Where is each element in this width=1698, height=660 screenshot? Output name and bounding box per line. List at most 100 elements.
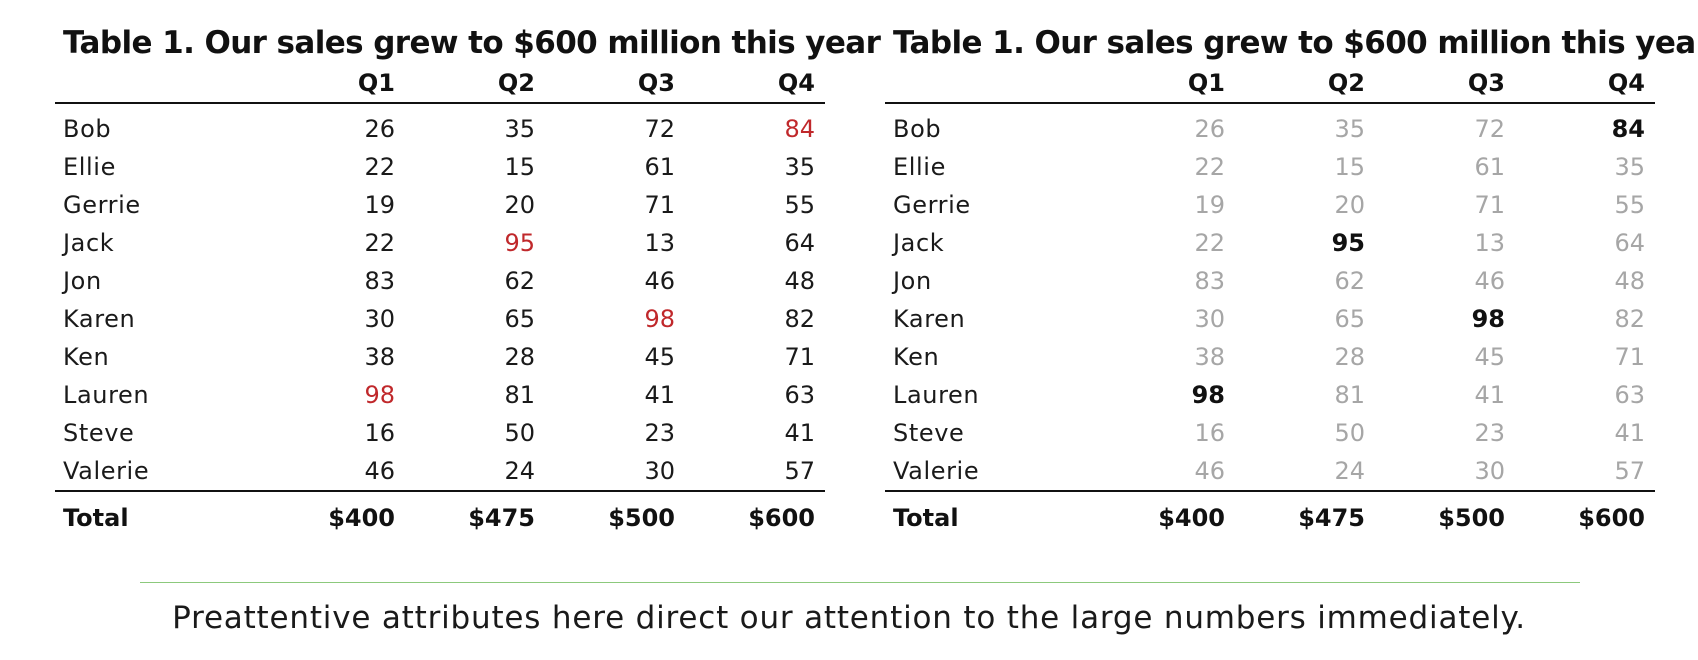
value-cell: 45 [1474, 343, 1505, 371]
value-cell: 13 [644, 229, 675, 257]
value-cell: 22 [1194, 229, 1225, 257]
value-cell: 83 [364, 267, 395, 295]
value-cell: 15 [504, 153, 535, 181]
table-row: Karen 30 65 98 82 [885, 300, 1655, 338]
value-cell: 71 [1614, 343, 1645, 371]
value-cell: 35 [784, 153, 815, 181]
row-name: Steve [63, 419, 135, 447]
value-cell: 13 [1474, 229, 1505, 257]
value-cell: 57 [1614, 457, 1645, 485]
header-q2: Q2 [1235, 64, 1375, 104]
total-label: Total [55, 490, 265, 544]
value-cell: 62 [1334, 267, 1365, 295]
table-row: Ellie 22 15 61 35 [55, 148, 825, 186]
caption: Preattentive attributes here direct our … [172, 600, 1526, 636]
highlighted-value-cell: 84 [784, 115, 815, 143]
value-cell: 23 [1474, 419, 1505, 447]
value-cell: 81 [1334, 381, 1365, 409]
highlighted-value-cell: 84 [1611, 115, 1645, 143]
table-row: Jon 83 62 46 48 [885, 262, 1655, 300]
header-q4: Q4 [1515, 64, 1655, 104]
value-cell: 81 [504, 381, 535, 409]
value-cell: 72 [1474, 115, 1505, 143]
value-cell: 22 [364, 229, 395, 257]
highlighted-value-cell: 98 [1191, 381, 1225, 409]
row-name: Valerie [63, 457, 150, 485]
highlighted-value-cell: 95 [1331, 229, 1365, 257]
header-q3: Q3 [545, 64, 685, 104]
highlighted-value-cell: 98 [1471, 305, 1505, 333]
value-cell: 83 [1194, 267, 1225, 295]
row-name: Bob [63, 115, 112, 143]
row-name: Ellie [893, 153, 946, 181]
value-cell: 62 [504, 267, 535, 295]
table-body: Bob 26 35 72 84 Ellie 22 15 61 35 Gerrie 19 20 71 55 Ja… [55, 103, 825, 491]
divider-line [140, 582, 1580, 583]
row-name: Jack [893, 229, 945, 257]
table-body: Bob 26 35 72 84 Ellie 22 15 61 35 Gerrie 19 20 71 55 Ja… [885, 103, 1655, 491]
row-name: Ellie [63, 153, 116, 181]
value-cell: 45 [644, 343, 675, 371]
total-q1: $400 [1095, 490, 1235, 544]
value-cell: 16 [1194, 419, 1225, 447]
table-panel-bold-highlight: Table 1. Our sales grew to $600 million … [885, 22, 1698, 544]
table-row: Valerie 46 24 30 57 [885, 452, 1655, 491]
value-cell: 71 [644, 191, 675, 219]
row-name: Ken [893, 343, 940, 371]
total-row: Total $400 $475 $500 $600 [885, 490, 1655, 544]
value-cell: 26 [364, 115, 395, 143]
table-row: Steve 16 50 23 41 [55, 414, 825, 452]
value-cell: 46 [364, 457, 395, 485]
total-q2: $475 [1235, 490, 1375, 544]
value-cell: 35 [1614, 153, 1645, 181]
value-cell: 41 [784, 419, 815, 447]
value-cell: 72 [644, 115, 675, 143]
value-cell: 22 [1194, 153, 1225, 181]
value-cell: 20 [1334, 191, 1365, 219]
value-cell: 22 [364, 153, 395, 181]
total-q4: $600 [1515, 490, 1655, 544]
header-q2: Q2 [405, 64, 545, 104]
value-cell: 38 [1194, 343, 1225, 371]
table-row: Lauren 98 81 41 63 [55, 376, 825, 414]
value-cell: 61 [1474, 153, 1505, 181]
value-cell: 46 [1474, 267, 1505, 295]
value-cell: 55 [1614, 191, 1645, 219]
value-cell: 61 [644, 153, 675, 181]
header-q1: Q1 [265, 64, 405, 104]
table-row: Jack 22 95 13 64 [55, 224, 825, 262]
total-q1: $400 [265, 490, 405, 544]
value-cell: 20 [504, 191, 535, 219]
value-cell: 63 [1614, 381, 1645, 409]
value-cell: 30 [1474, 457, 1505, 485]
table-row: Valerie 46 24 30 57 [55, 452, 825, 491]
value-cell: 46 [1194, 457, 1225, 485]
value-cell: 24 [504, 457, 535, 485]
table-title: Table 1. Our sales grew to $600 million … [893, 25, 1698, 61]
value-cell: 82 [784, 305, 815, 333]
table-row: Gerrie 19 20 71 55 [55, 186, 825, 224]
total-label: Total [885, 490, 1095, 544]
total-q3: $500 [1375, 490, 1515, 544]
value-cell: 30 [364, 305, 395, 333]
value-cell: 41 [644, 381, 675, 409]
row-name: Jon [63, 267, 102, 295]
row-name: Jon [893, 267, 932, 295]
value-cell: 28 [504, 343, 535, 371]
value-cell: 30 [1194, 305, 1225, 333]
header-name [55, 64, 265, 104]
row-name: Lauren [63, 381, 150, 409]
row-name: Gerrie [63, 191, 141, 219]
row-name: Steve [893, 419, 965, 447]
value-cell: 63 [784, 381, 815, 409]
value-cell: 35 [1334, 115, 1365, 143]
value-cell: 65 [1334, 305, 1365, 333]
value-cell: 19 [364, 191, 395, 219]
table-row: Bob 26 35 72 84 [55, 103, 825, 148]
header-q1: Q1 [1095, 64, 1235, 104]
total-q3: $500 [545, 490, 685, 544]
total-q2: $475 [405, 490, 545, 544]
table-panel-red-highlight: Table 1. Our sales grew to $600 million … [55, 22, 881, 544]
table-row: Steve 16 50 23 41 [885, 414, 1655, 452]
value-cell: 71 [1474, 191, 1505, 219]
